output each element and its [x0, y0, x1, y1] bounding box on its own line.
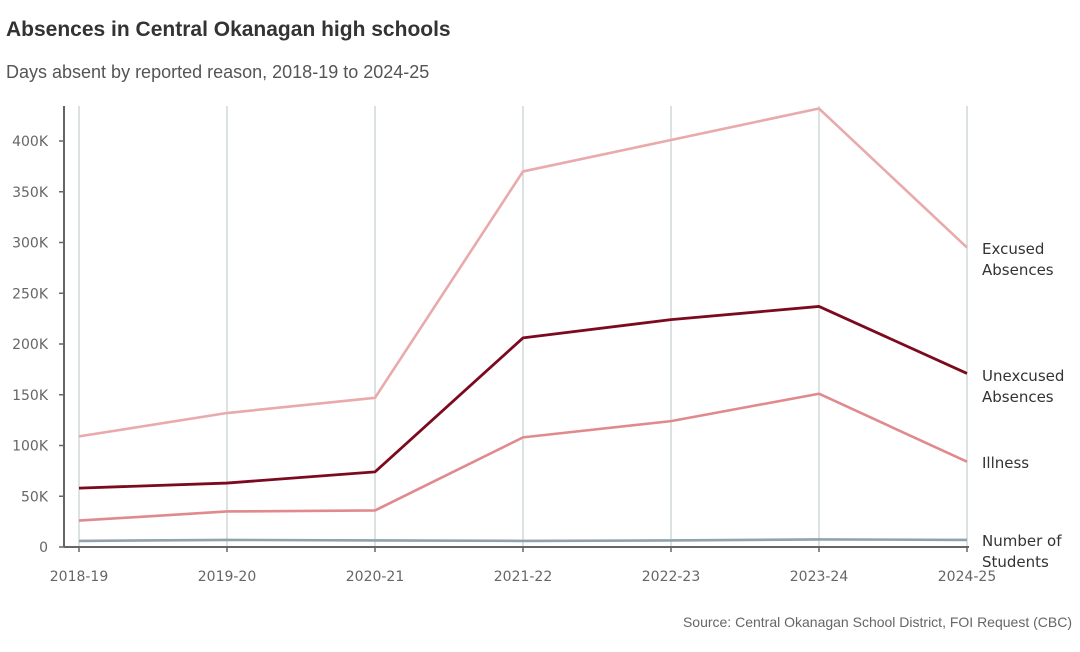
series-line-excused-absences: [78, 107, 968, 438]
series-line-illness: [78, 392, 968, 522]
y-tick-label: 200K: [12, 337, 49, 353]
x-tick-label: 2023-24: [790, 569, 849, 585]
y-tick-label: 100K: [12, 439, 49, 455]
y-tick-label: 50K: [21, 489, 49, 505]
chart-subtitle: Days absent by reported reason, 2018-19 …: [6, 62, 430, 82]
x-tick-label: 2022-23: [642, 569, 701, 585]
y-tick-label: 300K: [12, 236, 49, 252]
x-tick-label: 2020-21: [346, 569, 405, 585]
x-axis: 2018-19 2019-20 2020-21 2021-22 2022-23 2023-…: [50, 546, 997, 585]
y-axis: 0 50K 100K 150K 200K 250K 300K 350K 400K: [12, 106, 65, 556]
y-tick-label: 350K: [12, 185, 49, 201]
series-label-number-of-students: Number of Students: [982, 532, 1062, 571]
series-labels: Excused Absences Unexcused Absences Illness N…: [982, 240, 1064, 571]
y-tick-label: 0: [39, 540, 48, 556]
series-line-number-of-students: [78, 538, 968, 543]
y-tick-label: 400K: [12, 134, 49, 150]
chart-title: Absences in Central Okanagan high school…: [6, 18, 451, 41]
y-tick-label: 250K: [12, 286, 49, 302]
series-lines: [78, 107, 968, 543]
series-label-excused-absences: Excused Absences: [982, 240, 1054, 279]
x-tick-label: 2018-19: [50, 569, 109, 585]
chart-source: Source: Central Okanagan School District…: [682, 614, 1072, 630]
x-tick-label: 2024-25: [938, 569, 997, 585]
y-tick-label: 150K: [12, 388, 49, 404]
x-tick-label: 2021-22: [494, 569, 553, 585]
series-line-unexcused-absences: [78, 305, 968, 490]
vertical-gridlines: [78, 106, 968, 547]
series-label-illness: Illness: [982, 454, 1029, 472]
series-label-unexcused-absences: Unexcused Absences: [982, 367, 1064, 406]
x-tick-label: 2019-20: [198, 569, 257, 585]
